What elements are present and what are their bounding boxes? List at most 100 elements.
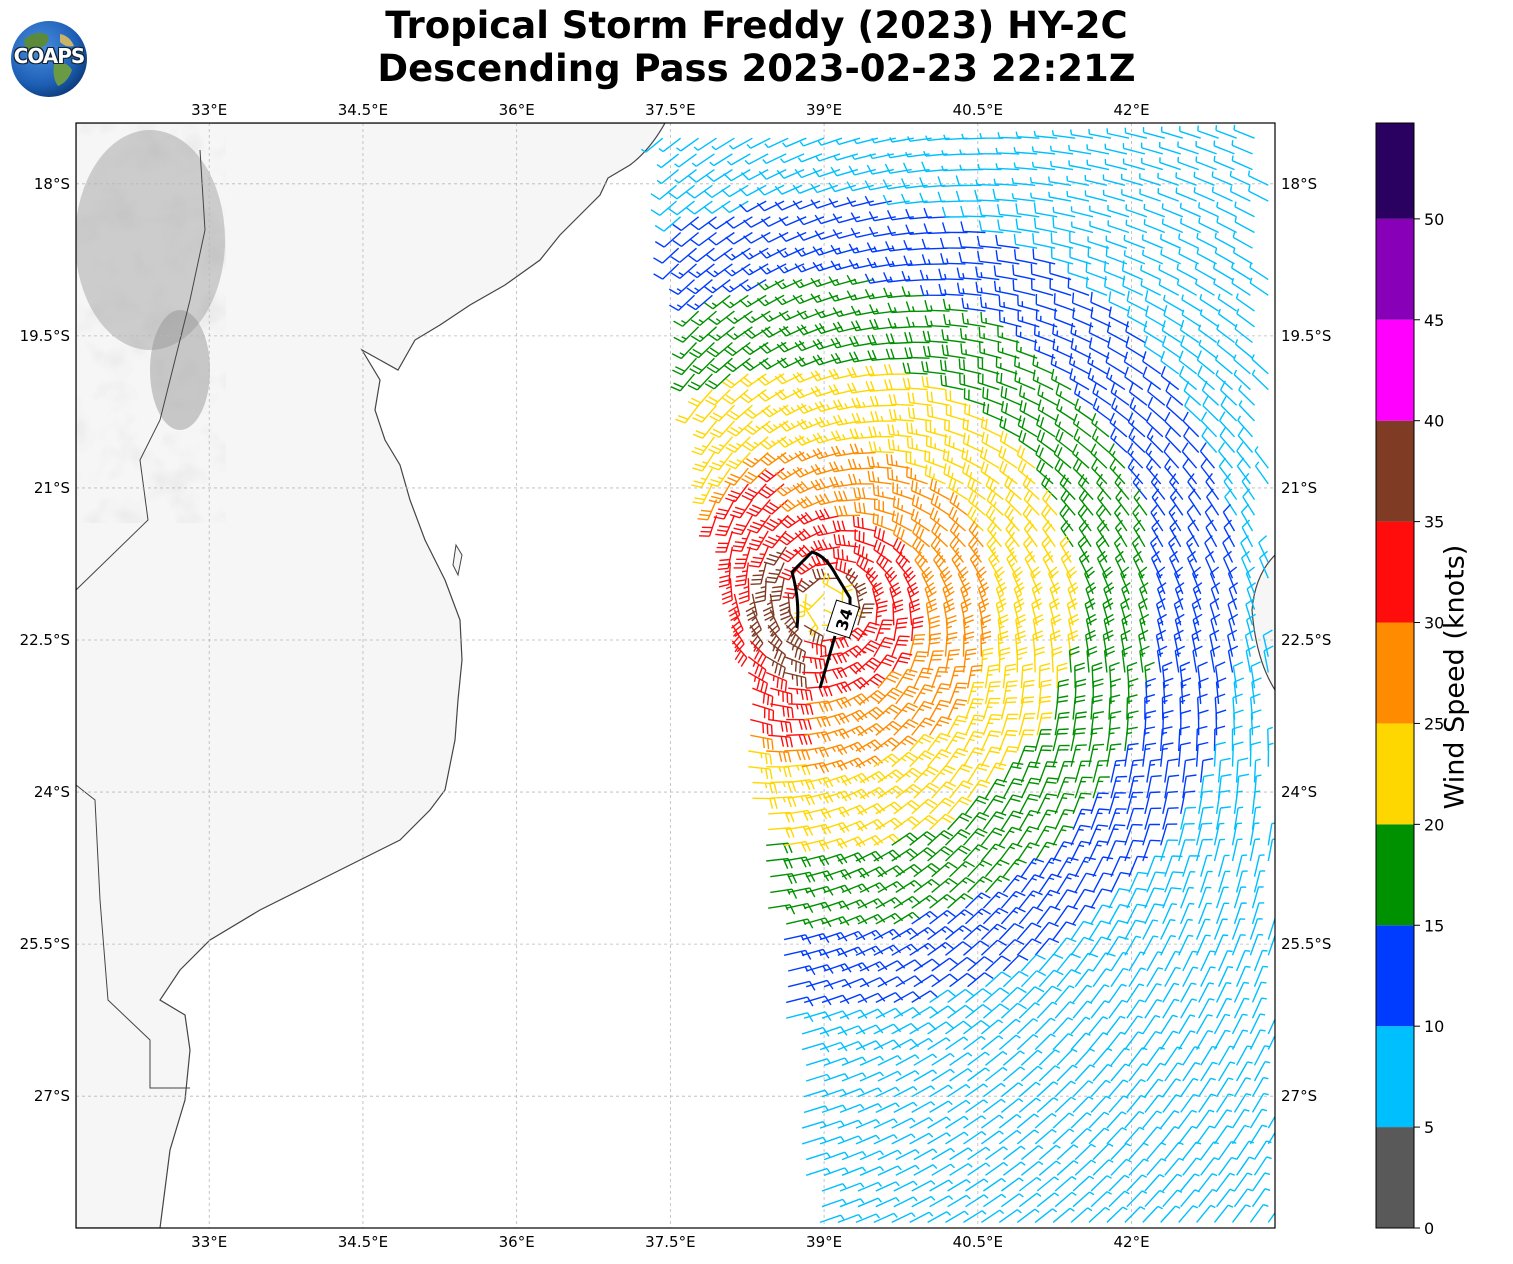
wind-barb: [1195, 1030, 1214, 1050]
wind-barb: [875, 600, 888, 626]
wind-barb: [1018, 906, 1044, 925]
wind-barb: [1174, 645, 1186, 673]
wind-barb: [810, 385, 839, 397]
wind-barb: [837, 661, 866, 675]
wind-barb: [1128, 775, 1145, 799]
wind-barb: [888, 408, 914, 422]
wind-barb: [1233, 1077, 1251, 1098]
wind-barb: [788, 794, 816, 806]
wind-barb: [828, 291, 857, 302]
wind-barb: [857, 723, 885, 736]
wind-barb: [1144, 983, 1162, 1003]
lat-tick-right: 25.5°S: [1281, 935, 1331, 953]
wind-barb: [725, 231, 753, 245]
wind-barb: [750, 562, 767, 585]
wind-barb: [1054, 695, 1069, 720]
wind-barb: [877, 670, 902, 689]
wind-barb: [1163, 305, 1184, 328]
wind-barb: [940, 253, 966, 265]
wind-barbs: [641, 124, 1275, 1224]
wind-barb: [1002, 1145, 1026, 1161]
wind-barb: [1222, 550, 1234, 579]
wind-barb: [887, 424, 912, 438]
wind-barb: [949, 1068, 973, 1082]
wind-barb: [924, 300, 950, 312]
wind-barb: [974, 189, 1000, 202]
wind-barb: [1200, 1045, 1218, 1066]
wind-barb: [967, 956, 994, 972]
wind-barb: [1000, 986, 1027, 1003]
wind-barb: [1107, 336, 1128, 359]
wind-barb: [814, 493, 843, 506]
wind-barb: [1056, 1048, 1078, 1066]
wind-barb: [868, 426, 894, 438]
wind-barb: [828, 461, 857, 473]
wind-barb: [689, 357, 715, 375]
wind-barb: [977, 163, 1002, 171]
wind-barb: [980, 630, 992, 657]
wind-barb: [794, 263, 823, 273]
wind-barb: [1023, 520, 1038, 548]
wind-barb: [857, 603, 875, 626]
wind-barb: [1000, 400, 1022, 422]
wind-barb: [944, 731, 968, 752]
wind-barb: [929, 716, 952, 736]
wind-barb: [1124, 823, 1143, 846]
wind-barb: [1216, 201, 1237, 218]
wind-barb: [794, 528, 823, 542]
wind-barb: [779, 514, 807, 529]
wind-barb: [1017, 415, 1038, 438]
wind-barb: [967, 491, 986, 516]
wind-barb: [1210, 613, 1221, 642]
wind-barb: [909, 634, 926, 657]
wind-barb: [1127, 412, 1146, 438]
wind-barb: [1180, 886, 1194, 909]
wind-barb: [708, 452, 733, 471]
wind-barb: [829, 476, 856, 488]
wind-barb: [832, 321, 861, 333]
wind-barb: [725, 483, 749, 503]
wind-barb: [1162, 709, 1174, 736]
wind-barb: [792, 371, 821, 383]
wind-barb: [828, 182, 857, 193]
wind-barb: [1213, 140, 1235, 155]
wind-barb: [1108, 694, 1121, 720]
wind-barb: [1231, 140, 1253, 155]
highland-relief: [76, 130, 225, 350]
wind-barb: [939, 566, 953, 595]
wind-barb: [1213, 725, 1226, 752]
wind-barb: [892, 496, 915, 516]
wind-barb: [963, 388, 986, 406]
wind-barb: [819, 1120, 845, 1129]
wind-barb: [1108, 1190, 1130, 1208]
wind-barb: [1161, 218, 1184, 234]
wind-barb: [975, 281, 1000, 296]
wind-barb: [1108, 443, 1126, 469]
wind-barb: [692, 420, 718, 439]
wind-barb: [851, 412, 878, 424]
wind-barb: [1157, 188, 1179, 202]
wind-barb: [1246, 582, 1257, 610]
wind-barb: [783, 656, 806, 675]
wind-barb: [956, 282, 982, 296]
wind-barb: [686, 294, 713, 311]
wind-barb: [1267, 742, 1274, 767]
wind-barb: [1180, 790, 1196, 815]
wind-barb: [929, 478, 950, 501]
wind-barb: [1160, 919, 1176, 940]
wind-barb: [1165, 381, 1184, 406]
wind-barb: [814, 508, 843, 521]
wind-barb: [893, 1196, 918, 1208]
wind-barb: [1016, 445, 1036, 469]
wind-barb: [1218, 442, 1234, 469]
wind-barb: [893, 800, 921, 815]
wind-barb: [1164, 950, 1181, 972]
wind-barb: [1235, 757, 1249, 783]
wind-barb: [810, 199, 839, 209]
wind-barb: [905, 151, 930, 158]
wind-barb: [1054, 1001, 1075, 1019]
wind-barb: [1074, 968, 1094, 988]
wind-barb: [960, 205, 986, 218]
wind-barb: [1232, 232, 1253, 249]
wind-barb: [1002, 663, 1017, 689]
